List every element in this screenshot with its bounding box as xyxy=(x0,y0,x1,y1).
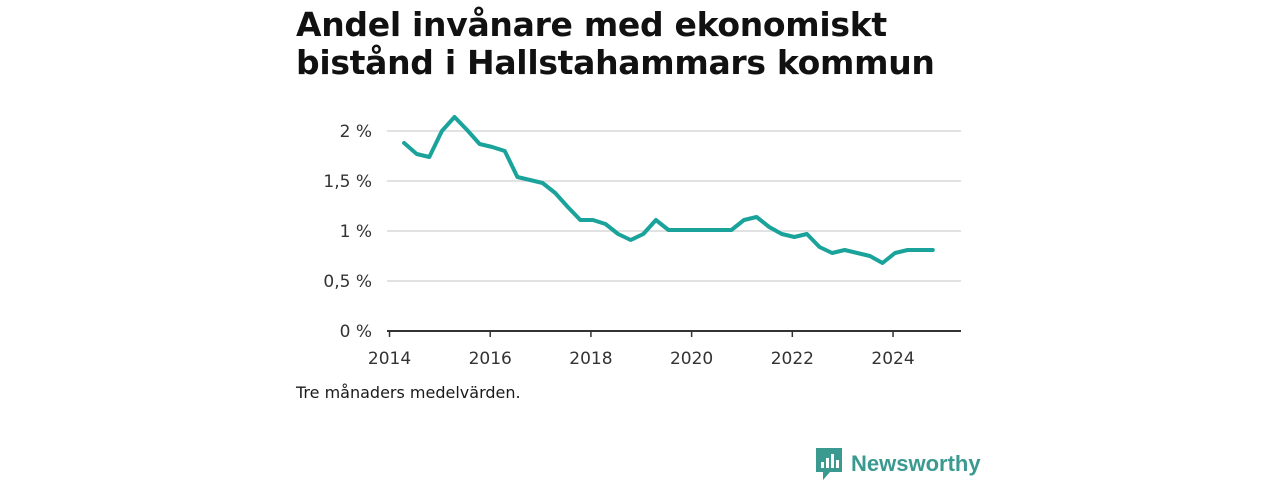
data-point xyxy=(641,232,645,236)
data-point xyxy=(616,232,620,236)
data-point xyxy=(553,191,557,195)
data-point xyxy=(402,141,406,145)
data-point xyxy=(503,149,507,153)
data-point xyxy=(805,232,809,236)
data-point xyxy=(918,248,922,252)
data-point xyxy=(541,181,545,185)
data-point xyxy=(667,228,670,232)
data-point xyxy=(453,115,456,119)
data-point xyxy=(717,228,721,232)
data-point xyxy=(755,215,759,219)
x-tick-label: 2024 xyxy=(871,349,914,369)
data-point xyxy=(528,178,532,182)
data-point xyxy=(906,248,910,252)
y-tick-label: 1 % xyxy=(340,222,372,242)
gridlines xyxy=(387,130,961,282)
data-point xyxy=(654,218,658,222)
data-point xyxy=(415,152,419,156)
data-point xyxy=(692,228,696,232)
data-point xyxy=(767,225,771,229)
newsworthy-logo-icon xyxy=(816,448,842,480)
series-group xyxy=(402,115,935,265)
data-point xyxy=(478,142,482,146)
x-tick-label: 2016 xyxy=(469,349,512,369)
data-point xyxy=(855,251,859,255)
data-point xyxy=(881,261,884,265)
x-tick-label: 2022 xyxy=(771,349,814,369)
data-point xyxy=(591,218,595,222)
y-tick-label: 2 % xyxy=(340,122,372,142)
y-tick-label: 0,5 % xyxy=(323,272,372,292)
data-point xyxy=(490,145,494,149)
chart-title: Andel invånare med ekonomiskt bistånd i … xyxy=(296,5,935,82)
data-point xyxy=(742,218,746,222)
data-point xyxy=(868,254,872,258)
chart-footnote: Tre månaders medelvärden. xyxy=(296,383,521,402)
y-tick-label: 0 % xyxy=(340,322,372,342)
data-point xyxy=(427,155,431,159)
data-point xyxy=(515,175,519,179)
y-tick-label: 1,5 % xyxy=(323,172,372,192)
data-point xyxy=(578,218,582,222)
data-point xyxy=(629,238,633,242)
data-point xyxy=(440,129,444,133)
brand-name: Newsworthy xyxy=(851,451,981,476)
brand-logo: Newsworthy xyxy=(815,447,981,481)
data-point xyxy=(465,128,469,132)
data-point xyxy=(830,251,834,255)
data-point xyxy=(604,222,607,226)
data-point xyxy=(843,248,847,252)
y-axis-ticks: 0 % 0,5 % 1 % 1,5 % 2 % xyxy=(323,122,372,342)
data-point xyxy=(729,228,733,232)
data-point xyxy=(679,228,683,232)
data-point xyxy=(792,235,796,239)
data-point xyxy=(566,205,570,209)
data-point xyxy=(780,232,784,236)
data-point xyxy=(931,248,935,252)
x-axis-ticks: 2014 2016 2018 2020 2022 2024 xyxy=(368,331,915,369)
x-tick-label: 2018 xyxy=(569,349,612,369)
series-line xyxy=(402,115,935,265)
x-tick-label: 2014 xyxy=(368,349,411,369)
data-point xyxy=(818,245,821,249)
x-tick-label: 2020 xyxy=(670,349,713,369)
data-point xyxy=(893,251,897,255)
data-point xyxy=(704,228,708,232)
